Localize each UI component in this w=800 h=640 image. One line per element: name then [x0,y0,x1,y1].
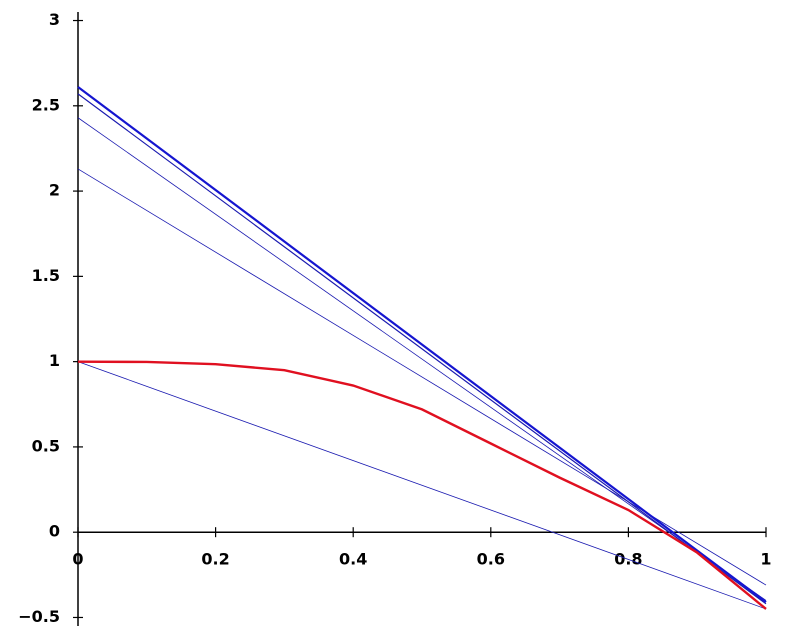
x-tick-label: 0 [72,550,83,569]
y-tick-label: 1.5 [32,266,60,285]
y-tick-label: 1 [49,351,60,370]
x-tick-label: 0.2 [201,550,229,569]
y-tick-label: 0 [49,522,60,541]
line [77,93,767,605]
line [77,361,767,610]
line [77,86,767,604]
line [77,168,767,586]
y-tick-label: 2 [49,181,60,200]
x-tick-label: 0.6 [477,550,505,569]
x-tick-label: 0.4 [339,550,367,569]
y-tick-label: 2.5 [32,95,60,114]
x-tick-label: 1 [760,550,771,569]
y-tick-label: −0.5 [18,607,60,626]
y-tick-label: 3 [49,10,60,29]
y-tick-label: 0.5 [32,436,60,455]
line [77,360,767,610]
line [77,117,767,601]
